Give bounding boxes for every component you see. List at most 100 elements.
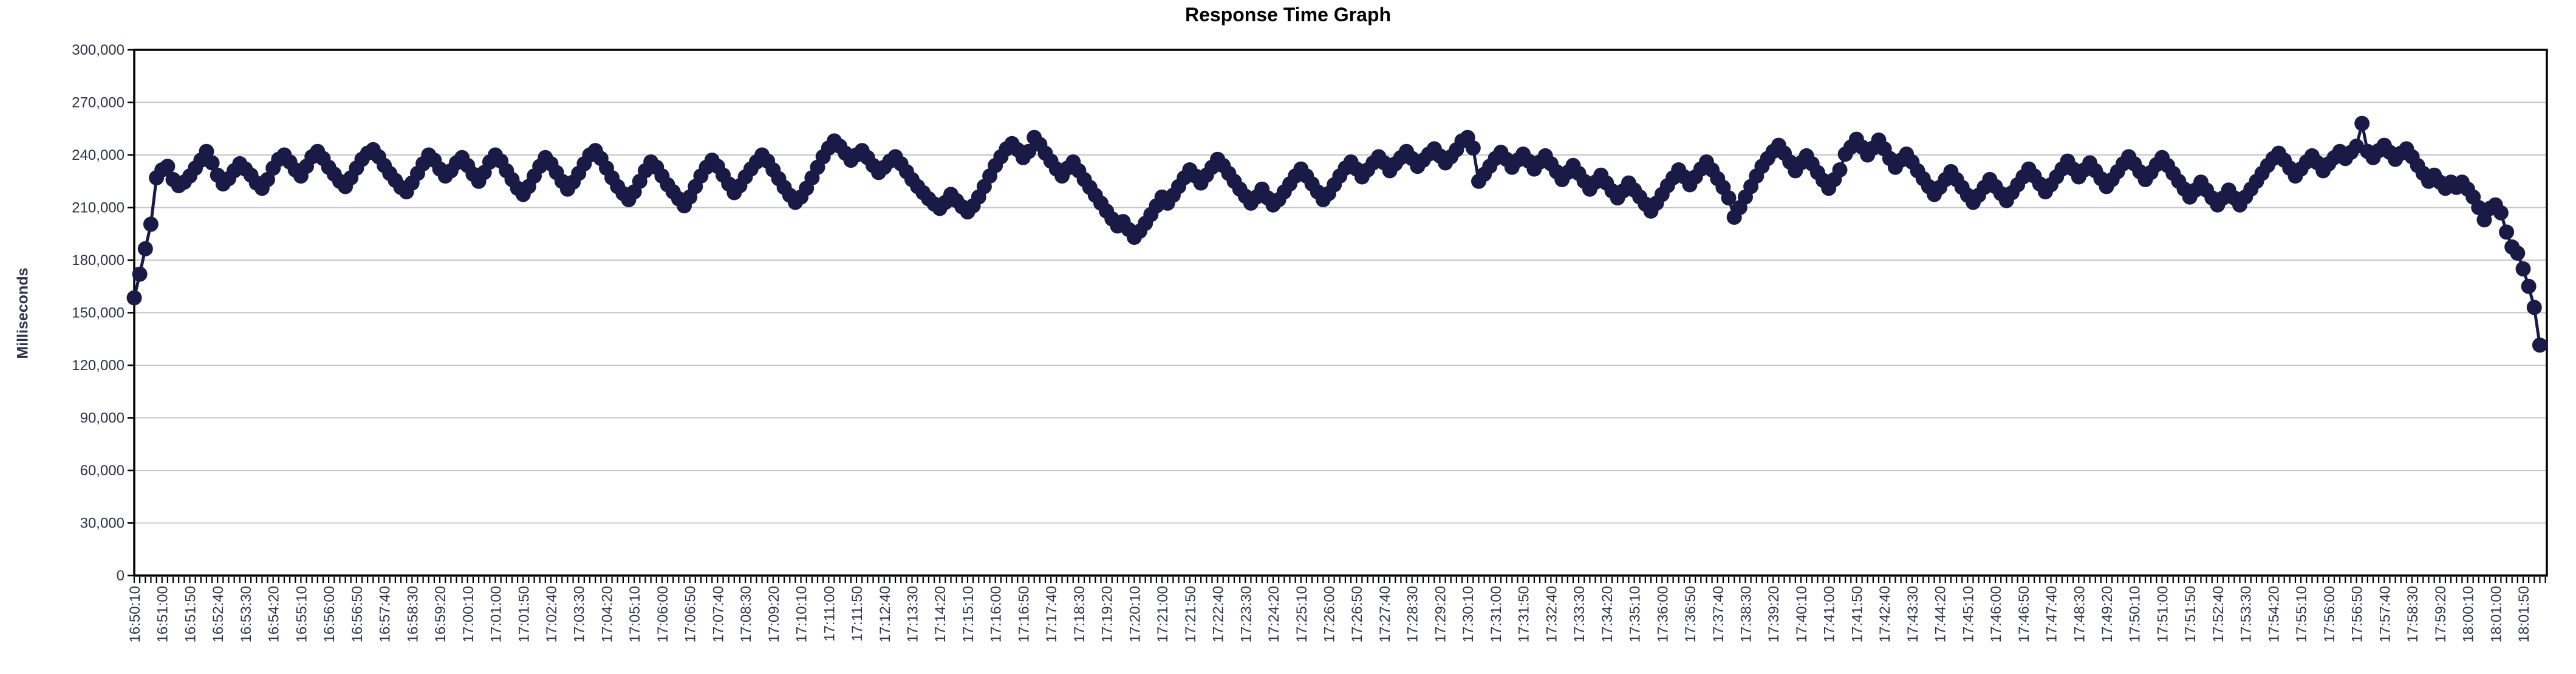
x-tick-label: 16:59:20 bbox=[432, 586, 449, 642]
x-tick-label: 17:29:20 bbox=[1432, 586, 1449, 642]
x-tick-label: 17:08:30 bbox=[738, 586, 754, 642]
x-tick-label: 17:33:30 bbox=[1571, 586, 1588, 642]
x-tick-label: 17:26:00 bbox=[1321, 586, 1338, 642]
data-point bbox=[2515, 261, 2531, 277]
x-tick-label: 17:27:40 bbox=[1377, 586, 1393, 642]
x-tick-label: 17:20:10 bbox=[1127, 586, 1143, 642]
x-tick-label: 17:43:30 bbox=[1905, 586, 1921, 642]
x-tick-label: 16:53:30 bbox=[238, 586, 255, 642]
y-tick-label: 300,000 bbox=[72, 42, 125, 58]
data-point bbox=[2526, 300, 2542, 315]
x-tick-label: 17:16:00 bbox=[988, 586, 1005, 642]
x-tick-label: 17:13:30 bbox=[905, 586, 921, 642]
x-tick-label: 17:46:00 bbox=[1988, 586, 2004, 642]
x-tick-label: 16:50:10 bbox=[127, 586, 143, 642]
x-tick-label: 17:16:50 bbox=[1016, 586, 1032, 642]
x-tick-label: 18:01:50 bbox=[2516, 586, 2532, 642]
x-tick-label: 17:37:40 bbox=[1710, 586, 1727, 642]
x-tick-label: 17:44:20 bbox=[1933, 586, 1949, 642]
x-tick-label: 17:32:40 bbox=[1543, 586, 1560, 642]
y-tick-label: 60,000 bbox=[80, 463, 125, 479]
x-tick-label: 17:59:20 bbox=[2433, 586, 2449, 642]
x-tick-label: 17:11:00 bbox=[821, 586, 838, 642]
data-point bbox=[2493, 205, 2509, 221]
x-tick-label: 17:26:50 bbox=[1349, 586, 1365, 642]
x-tick-label: 17:01:50 bbox=[516, 586, 532, 642]
data-point bbox=[126, 290, 142, 306]
y-tick-label: 240,000 bbox=[72, 147, 125, 163]
x-tick-label: 17:45:10 bbox=[1960, 586, 1976, 642]
data-point bbox=[1832, 162, 1848, 177]
x-tick-label: 17:05:10 bbox=[627, 586, 643, 642]
data-point bbox=[1721, 190, 1737, 206]
x-tick-label: 16:52:40 bbox=[210, 586, 227, 642]
x-tick-label: 17:51:50 bbox=[2182, 586, 2199, 642]
x-tick-label: 17:48:30 bbox=[2071, 586, 2088, 642]
x-tick-label: 17:56:00 bbox=[2321, 586, 2338, 642]
y-tick-label: 30,000 bbox=[80, 515, 125, 532]
x-tick-label: 17:06:00 bbox=[655, 586, 671, 642]
x-tick-label: 17:57:40 bbox=[2377, 586, 2393, 642]
x-tick-label: 17:06:50 bbox=[683, 586, 699, 642]
data-point bbox=[1021, 143, 1037, 159]
x-tick-label: 17:28:30 bbox=[1405, 586, 1421, 642]
data-point bbox=[2476, 212, 2492, 228]
x-tick-label: 17:21:50 bbox=[1183, 586, 1199, 642]
data-point bbox=[160, 159, 176, 174]
x-tick-label: 17:30:10 bbox=[1460, 586, 1477, 642]
x-tick-label: 17:18:30 bbox=[1071, 586, 1088, 642]
data-point bbox=[2510, 246, 2526, 261]
y-tick-label: 150,000 bbox=[72, 305, 125, 322]
x-tick-label: 17:24:20 bbox=[1266, 586, 1282, 642]
x-tick-label: 17:50:10 bbox=[2127, 586, 2144, 642]
x-tick-label: 17:09:20 bbox=[766, 586, 782, 642]
x-tick-label: 17:38:30 bbox=[1738, 586, 1754, 642]
x-tick-label: 17:36:00 bbox=[1655, 586, 1671, 642]
x-tick-label: 17:36:50 bbox=[1683, 586, 1699, 642]
data-point bbox=[2532, 337, 2547, 353]
x-tick-label: 16:54:20 bbox=[266, 586, 282, 642]
data-point bbox=[260, 171, 275, 187]
data-point bbox=[143, 216, 159, 232]
y-tick-label: 270,000 bbox=[72, 95, 125, 111]
x-tick-label: 17:56:50 bbox=[2349, 586, 2366, 642]
x-tick-label: 17:01:00 bbox=[488, 586, 505, 642]
x-tick-label: 17:02:40 bbox=[544, 586, 560, 642]
x-tick-label: 16:56:00 bbox=[321, 586, 338, 642]
x-tick-label: 17:54:20 bbox=[2266, 586, 2282, 642]
x-tick-label: 17:41:00 bbox=[1822, 586, 1838, 642]
x-tick-label: 17:49:20 bbox=[2099, 586, 2116, 642]
x-tick-label: 17:07:40 bbox=[710, 586, 726, 642]
y-tick-label: 0 bbox=[117, 568, 125, 584]
x-tick-label: 16:55:10 bbox=[293, 586, 310, 642]
x-tick-label: 17:04:20 bbox=[599, 586, 615, 642]
x-tick-label: 17:10:10 bbox=[794, 586, 810, 642]
y-tick-label: 90,000 bbox=[80, 410, 125, 427]
data-point bbox=[2499, 224, 2515, 240]
x-tick-label: 17:55:10 bbox=[2294, 586, 2310, 642]
y-tick-label: 180,000 bbox=[72, 252, 125, 269]
data-point bbox=[2521, 278, 2537, 294]
data-point bbox=[1465, 140, 1481, 156]
x-tick-label: 17:17:40 bbox=[1044, 586, 1060, 642]
x-tick-label: 17:42:40 bbox=[1877, 586, 1893, 642]
x-tick-label: 17:12:40 bbox=[877, 586, 893, 642]
x-tick-label: 17:15:10 bbox=[960, 586, 977, 642]
x-tick-label: 17:14:20 bbox=[932, 586, 949, 642]
y-axis-title: Milliseconds bbox=[14, 267, 32, 359]
data-point bbox=[2471, 200, 2487, 215]
x-tick-label: 17:58:30 bbox=[2405, 586, 2421, 642]
x-tick-label: 17:35:10 bbox=[1627, 586, 1644, 642]
chart-title: Response Time Graph bbox=[1184, 4, 1392, 26]
x-tick-label: 16:51:50 bbox=[182, 586, 199, 642]
data-point bbox=[204, 155, 220, 171]
x-tick-label: 17:31:00 bbox=[1488, 586, 1505, 642]
data-point bbox=[132, 266, 148, 282]
data-point bbox=[2354, 115, 2370, 131]
x-tick-label: 17:25:10 bbox=[1294, 586, 1310, 642]
x-tick-label: 17:51:00 bbox=[2154, 586, 2171, 642]
x-tick-label: 17:41:50 bbox=[1849, 586, 1865, 642]
x-tick-label: 18:00:10 bbox=[2461, 586, 2477, 642]
x-tick-label: 17:23:30 bbox=[1238, 586, 1254, 642]
